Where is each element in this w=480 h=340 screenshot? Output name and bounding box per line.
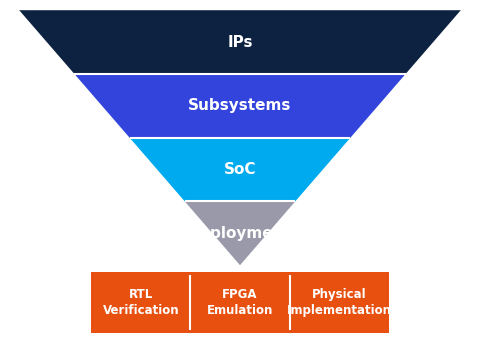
Text: Physical
Implementation: Physical Implementation	[287, 288, 392, 317]
Text: IPs: IPs	[227, 35, 253, 50]
Text: FPGA
Emulation: FPGA Emulation	[207, 288, 273, 317]
Polygon shape	[74, 74, 406, 138]
Bar	[91, 272, 191, 333]
Bar	[289, 272, 389, 333]
Text: SoC: SoC	[224, 162, 256, 177]
Polygon shape	[185, 201, 295, 265]
Text: Deployment: Deployment	[188, 226, 292, 241]
Bar	[191, 272, 289, 333]
Text: Subsystems: Subsystems	[188, 98, 292, 113]
Polygon shape	[130, 138, 350, 201]
Text: RTL
Verification: RTL Verification	[103, 288, 179, 317]
Polygon shape	[19, 10, 461, 74]
